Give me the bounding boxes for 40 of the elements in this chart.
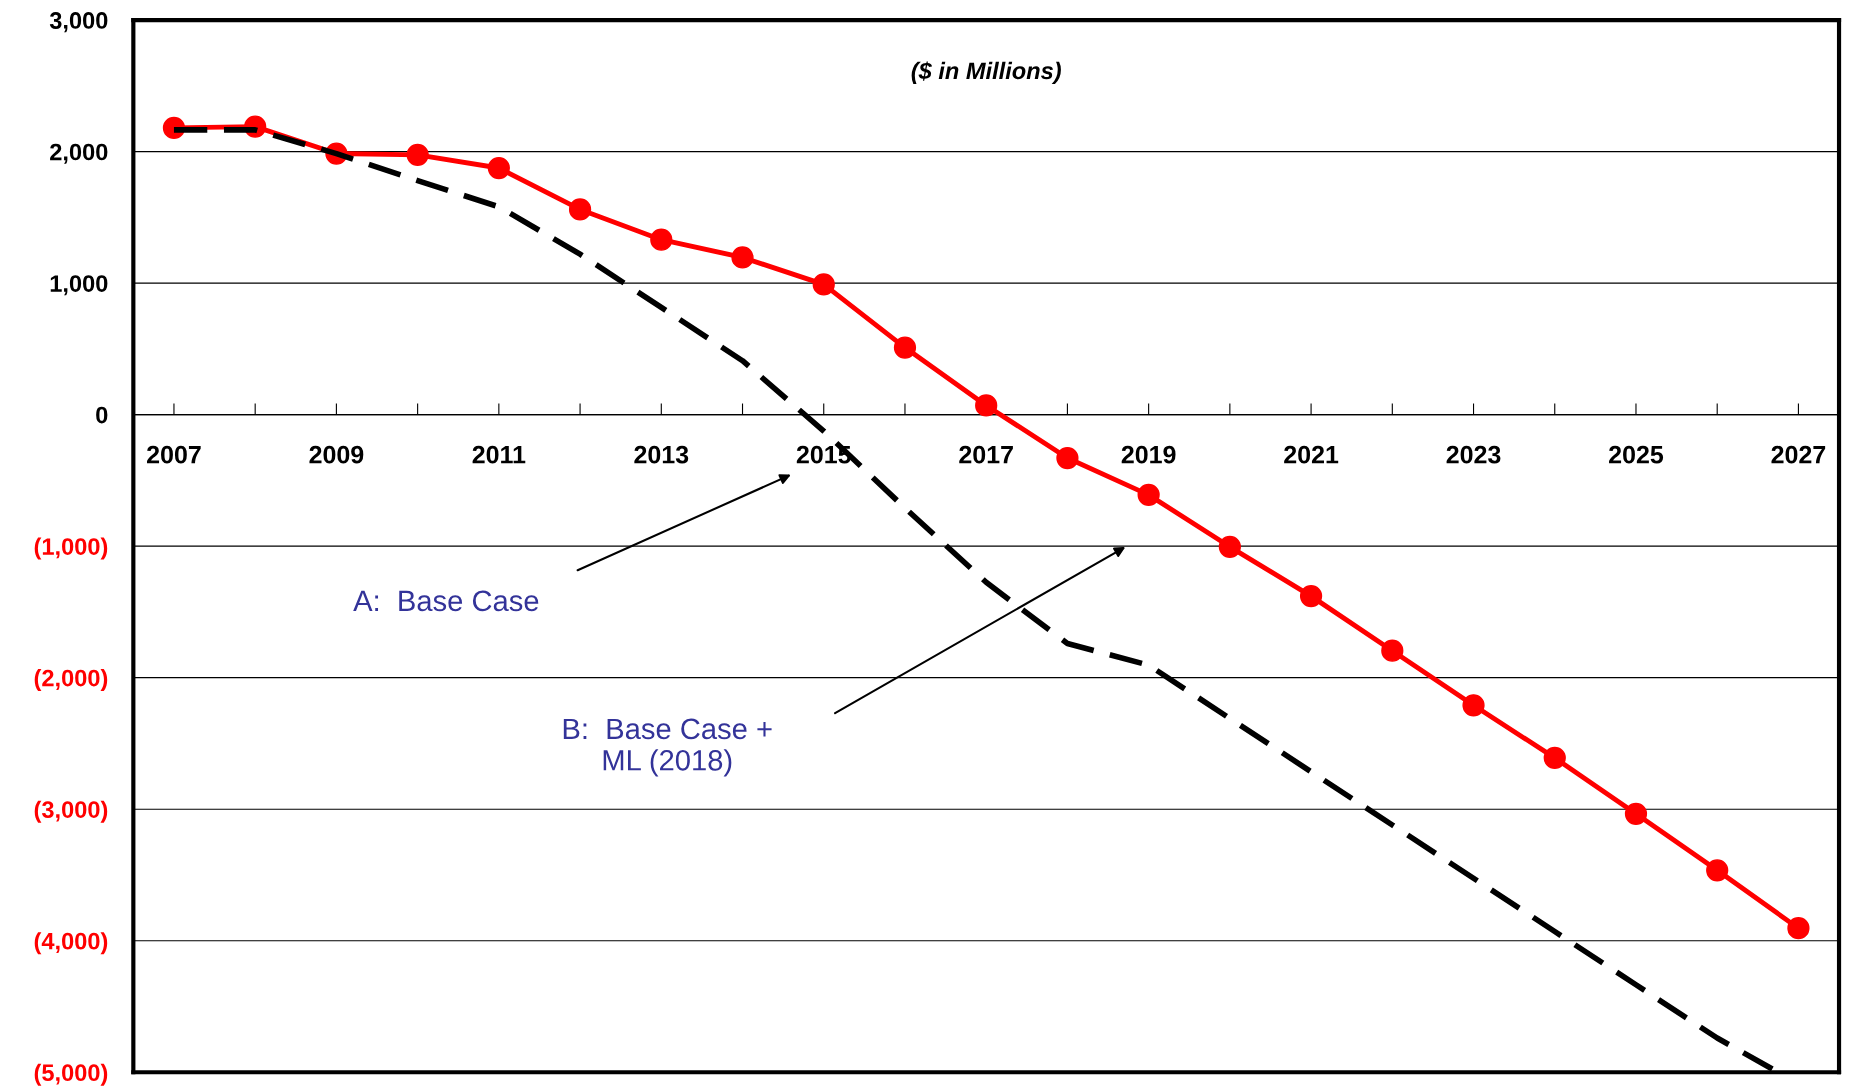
x-tick-label: 2027 xyxy=(1771,445,1826,464)
point xyxy=(1056,446,1079,470)
annotation: A: Base Case xyxy=(353,590,539,612)
y-tick-label: 3,000 xyxy=(49,12,108,33)
point xyxy=(406,143,429,166)
x-tick-label: 2009 xyxy=(309,445,364,464)
point xyxy=(1137,483,1160,506)
point xyxy=(731,246,754,269)
y-tick-label: (4,000) xyxy=(34,932,108,955)
point xyxy=(1624,802,1648,825)
point xyxy=(1381,639,1404,662)
annotation: B: Base Case + ML (2018) xyxy=(563,718,772,777)
point xyxy=(812,273,835,296)
y-tick-label: 1,000 xyxy=(50,275,108,296)
point xyxy=(1543,746,1566,770)
point xyxy=(650,228,673,251)
point xyxy=(893,336,917,359)
y-tick-label: 2,000 xyxy=(50,143,108,164)
y-tick-label: (3,000) xyxy=(34,800,108,823)
x-tick-label: 2007 xyxy=(147,445,201,464)
point xyxy=(487,156,510,180)
x-tick-label: 2025 xyxy=(1609,445,1664,464)
x-tick-label: 2013 xyxy=(634,445,689,464)
point xyxy=(1218,535,1241,558)
x-tick-label: 2019 xyxy=(1121,445,1176,464)
point xyxy=(1299,585,1323,608)
y-tick-label: (5,000) xyxy=(34,1063,108,1086)
y-tick-label: 0 xyxy=(96,406,108,424)
point xyxy=(975,394,998,417)
x-tick-label: 2011 xyxy=(472,445,526,464)
x-tick-label: 2017 xyxy=(959,445,1013,464)
y-tick-label: (1,000) xyxy=(34,537,108,560)
point xyxy=(1462,694,1485,717)
point xyxy=(1787,917,1810,940)
annotation: ($ in Millions) xyxy=(911,61,1061,84)
x-tick-label: 2021 xyxy=(1284,445,1339,464)
point xyxy=(568,198,592,221)
y-tick-label: (2,000) xyxy=(34,669,108,692)
point xyxy=(1706,859,1729,882)
x-tick-label: 2023 xyxy=(1446,445,1501,464)
